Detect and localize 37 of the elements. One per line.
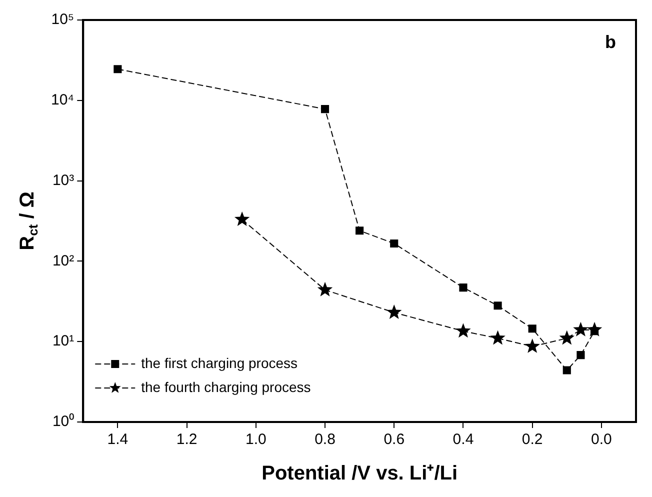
point — [559, 330, 574, 345]
point — [494, 302, 502, 310]
x-tick-label: 0.8 — [314, 431, 336, 448]
point — [586, 322, 602, 336]
point — [562, 366, 571, 374]
point — [528, 324, 536, 333]
x-tick-label: 1.0 — [245, 431, 266, 448]
x-tick-label: 0.2 — [522, 431, 543, 448]
annotation: b — [605, 32, 616, 52]
y-tick-label: 10⁰ — [52, 413, 74, 430]
point — [390, 239, 398, 248]
x-tick-label: 0.4 — [452, 431, 474, 448]
y-tick-label: 10³ — [52, 172, 74, 189]
x-tick-label: 0.6 — [384, 431, 405, 448]
x-tick-label: 0.0 — [591, 431, 612, 448]
point — [114, 65, 122, 74]
legend-label: the fourth charging process — [141, 378, 311, 395]
point — [386, 304, 402, 319]
y-tick-label: 10⁴ — [50, 92, 74, 109]
point — [356, 226, 364, 235]
point — [490, 330, 506, 345]
x-tick-label: 1.2 — [176, 431, 198, 448]
y-tick-label: 10² — [52, 252, 74, 270]
point — [320, 105, 330, 114]
x-tick-label: 1.4 — [107, 431, 128, 448]
point — [524, 338, 540, 353]
point — [456, 323, 471, 338]
point — [576, 351, 585, 360]
point — [234, 212, 250, 226]
point — [573, 322, 588, 336]
y-tick-label: 10¹ — [52, 332, 74, 350]
y-axis-title: Rct / Ω — [16, 192, 41, 250]
point — [459, 284, 468, 292]
point — [317, 282, 333, 296]
x-axis-title: Potential /V vs. Li⁺/Li — [262, 462, 458, 485]
legend-label: the first charging process — [141, 354, 298, 371]
y-tick-label: 10⁵ — [51, 11, 74, 28]
